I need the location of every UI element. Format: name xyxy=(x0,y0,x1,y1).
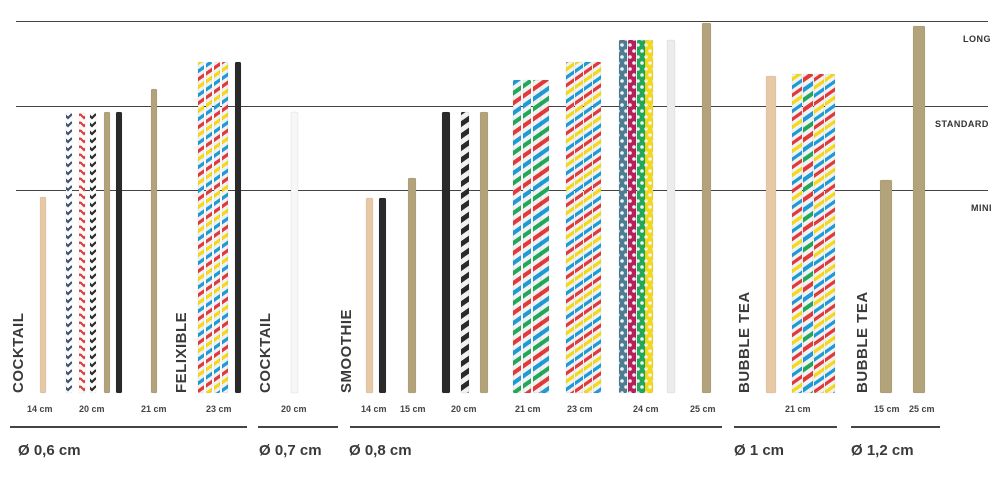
length-label: 15 cm xyxy=(874,404,900,414)
straw xyxy=(765,75,777,394)
group-underline xyxy=(734,426,837,428)
diameter-label: Ø 0,6 cm xyxy=(18,442,81,459)
category-cocktail-06: COCKTAIL xyxy=(10,312,27,393)
straw xyxy=(565,61,575,394)
straw xyxy=(460,111,470,394)
length-label: 20 cm xyxy=(451,404,477,414)
straw xyxy=(701,22,712,394)
straw xyxy=(221,61,229,394)
straw xyxy=(39,196,47,394)
standard-line xyxy=(16,106,988,107)
straw xyxy=(479,111,489,394)
straw xyxy=(592,61,602,394)
straw xyxy=(522,79,532,394)
straw xyxy=(574,61,584,394)
straw xyxy=(802,73,814,394)
category-smoothie: SMOOTHIE xyxy=(338,308,355,393)
straw xyxy=(197,61,205,394)
mini-line xyxy=(16,190,988,191)
diameter-label: Ø 1 cm xyxy=(734,442,785,459)
group-underline xyxy=(258,426,338,428)
length-label: 15 cm xyxy=(400,404,426,414)
straw xyxy=(150,88,158,394)
group-underline xyxy=(10,426,247,428)
straw xyxy=(644,39,654,394)
straw xyxy=(378,197,387,394)
level-standard: STANDARD xyxy=(935,119,989,129)
length-label: 24 cm xyxy=(633,404,659,414)
straw xyxy=(813,73,825,394)
length-label: 20 cm xyxy=(79,404,105,414)
straw xyxy=(540,79,550,394)
straw xyxy=(512,79,522,394)
length-label: 21 cm xyxy=(141,404,167,414)
straw xyxy=(103,111,111,394)
length-label: 14 cm xyxy=(27,404,53,414)
straw xyxy=(234,61,242,394)
straw xyxy=(89,112,97,394)
diameter-label: Ø 0,7 cm xyxy=(259,442,322,459)
straw xyxy=(213,61,221,394)
category-felixible: FELIXIBLE xyxy=(173,311,190,393)
straw xyxy=(583,61,593,394)
straw xyxy=(407,177,417,394)
straw xyxy=(365,197,374,394)
length-label: 14 cm xyxy=(361,404,387,414)
long-line xyxy=(16,21,988,22)
length-label: 25 cm xyxy=(690,404,716,414)
straw xyxy=(912,25,926,394)
diameter-label: Ø 0,8 cm xyxy=(349,442,412,459)
level-mini: MINI xyxy=(971,203,992,213)
straw xyxy=(666,39,676,394)
length-label: 21 cm xyxy=(515,404,541,414)
straw xyxy=(636,39,646,394)
category-cocktail-07: COCKTAIL xyxy=(257,312,274,393)
length-label: 25 cm xyxy=(909,404,935,414)
straw xyxy=(627,39,637,394)
group-underline xyxy=(851,426,940,428)
straw xyxy=(791,73,803,394)
length-label: 23 cm xyxy=(206,404,232,414)
category-bubble-tea-1: BUBBLE TEA xyxy=(736,291,753,393)
straw xyxy=(618,39,628,394)
category-bubble-tea-12: BUBBLE TEA xyxy=(854,291,871,393)
level-long: LONG xyxy=(963,34,991,44)
straw xyxy=(879,179,893,394)
straw xyxy=(290,111,299,394)
length-label: 23 cm xyxy=(567,404,593,414)
length-label: 21 cm xyxy=(785,404,811,414)
straw xyxy=(65,112,73,394)
straw xyxy=(824,73,836,394)
straw xyxy=(205,61,213,394)
length-label: 20 cm xyxy=(281,404,307,414)
diameter-label: Ø 1,2 cm xyxy=(851,442,914,459)
straw xyxy=(532,79,542,394)
straw xyxy=(78,112,86,394)
group-underline xyxy=(350,426,722,428)
straw xyxy=(441,111,451,394)
straw xyxy=(115,111,123,394)
